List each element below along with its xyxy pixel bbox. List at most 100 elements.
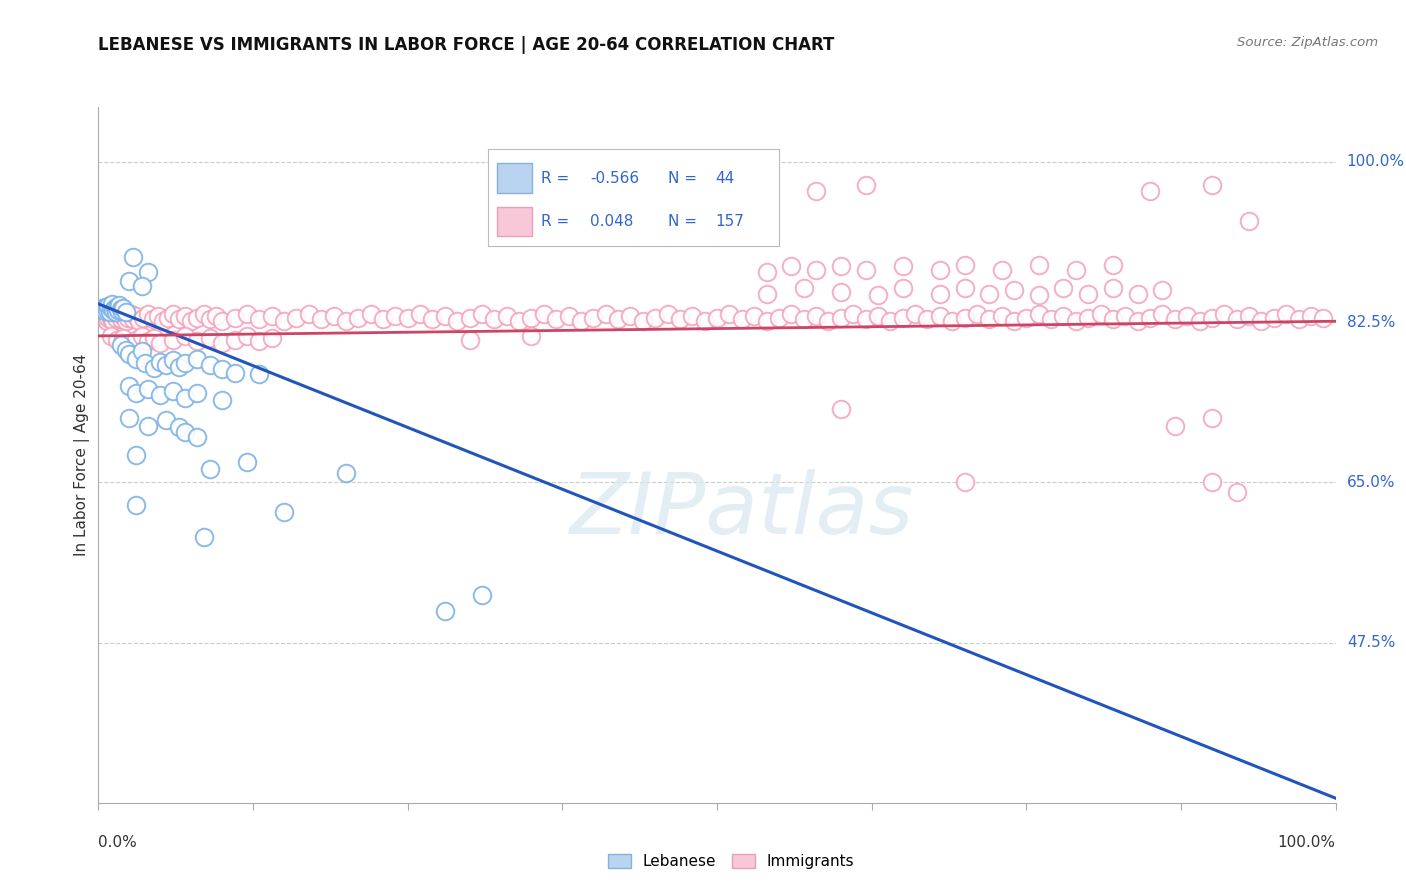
Point xyxy=(855,263,877,277)
Point xyxy=(136,307,159,321)
Point xyxy=(891,310,914,325)
Point xyxy=(174,356,197,370)
Point xyxy=(198,461,221,475)
Point xyxy=(335,467,357,481)
Point xyxy=(979,286,1001,301)
Point xyxy=(98,305,121,319)
Point xyxy=(162,333,184,347)
Point xyxy=(1288,312,1310,326)
Point xyxy=(110,312,132,326)
Point xyxy=(211,314,233,328)
Point xyxy=(98,305,121,319)
Text: 47.5%: 47.5% xyxy=(1347,635,1395,650)
Point xyxy=(211,392,233,407)
Point xyxy=(1226,312,1249,326)
Point xyxy=(1237,309,1260,323)
Point xyxy=(118,336,141,351)
Point xyxy=(108,298,131,312)
Point xyxy=(322,309,344,323)
Point xyxy=(582,310,605,325)
Point xyxy=(731,312,754,326)
Point xyxy=(136,382,159,396)
Point xyxy=(236,307,259,321)
Point xyxy=(155,413,177,427)
Point xyxy=(891,281,914,295)
Point xyxy=(96,314,118,328)
Point xyxy=(118,411,141,425)
Point xyxy=(644,310,666,325)
Point xyxy=(1028,287,1050,301)
Text: 100.0%: 100.0% xyxy=(1278,835,1336,850)
Point xyxy=(1102,281,1125,295)
Point xyxy=(100,312,122,326)
Point xyxy=(107,303,129,318)
Point xyxy=(118,274,141,288)
Point xyxy=(830,310,852,325)
Point xyxy=(471,588,494,602)
Point xyxy=(174,425,197,439)
Point xyxy=(174,309,197,323)
Text: N =: N = xyxy=(668,214,703,229)
Point xyxy=(132,310,155,325)
Point xyxy=(928,309,950,323)
Point xyxy=(520,329,543,343)
Point xyxy=(941,314,963,328)
Text: ZIPatlas: ZIPatlas xyxy=(569,469,914,552)
Point xyxy=(1164,312,1187,326)
Point xyxy=(100,301,122,316)
Point xyxy=(855,178,877,192)
Point xyxy=(928,263,950,277)
Point xyxy=(260,309,283,323)
Point xyxy=(804,263,827,277)
Bar xyxy=(496,163,531,193)
Point xyxy=(110,302,132,317)
Point xyxy=(433,603,456,617)
Point xyxy=(1226,484,1249,499)
Point xyxy=(112,331,135,345)
Point xyxy=(508,314,530,328)
Point xyxy=(1139,184,1161,198)
Point xyxy=(866,309,889,323)
Point xyxy=(162,384,184,398)
Point xyxy=(433,309,456,323)
Point xyxy=(360,307,382,321)
Point xyxy=(142,312,165,326)
Point xyxy=(309,312,332,326)
Point xyxy=(953,310,976,325)
Point xyxy=(371,312,394,326)
Text: 157: 157 xyxy=(716,214,744,229)
Point xyxy=(891,260,914,274)
Point xyxy=(631,314,654,328)
Point xyxy=(495,309,517,323)
Point xyxy=(156,310,179,325)
Point xyxy=(1102,258,1125,272)
Point xyxy=(122,250,145,264)
Point xyxy=(155,358,177,372)
Point xyxy=(953,475,976,490)
Point xyxy=(347,310,370,325)
Point xyxy=(211,362,233,376)
Point xyxy=(669,312,692,326)
Point xyxy=(484,312,506,326)
Point xyxy=(804,309,827,323)
Point xyxy=(1312,310,1334,325)
Point xyxy=(143,331,166,345)
Point xyxy=(793,312,815,326)
Point xyxy=(96,303,118,318)
Point xyxy=(557,309,579,323)
Point xyxy=(105,334,128,348)
Point xyxy=(124,385,146,400)
Point xyxy=(1052,309,1074,323)
Point xyxy=(1028,258,1050,272)
Point xyxy=(1126,286,1149,301)
Text: 44: 44 xyxy=(716,170,734,186)
Point xyxy=(143,361,166,376)
Point xyxy=(817,314,839,328)
Point xyxy=(114,305,136,319)
Point xyxy=(533,307,555,321)
Point xyxy=(149,336,172,351)
Point xyxy=(118,347,141,361)
Point xyxy=(458,310,481,325)
Point xyxy=(595,307,617,321)
Point xyxy=(1152,307,1174,321)
